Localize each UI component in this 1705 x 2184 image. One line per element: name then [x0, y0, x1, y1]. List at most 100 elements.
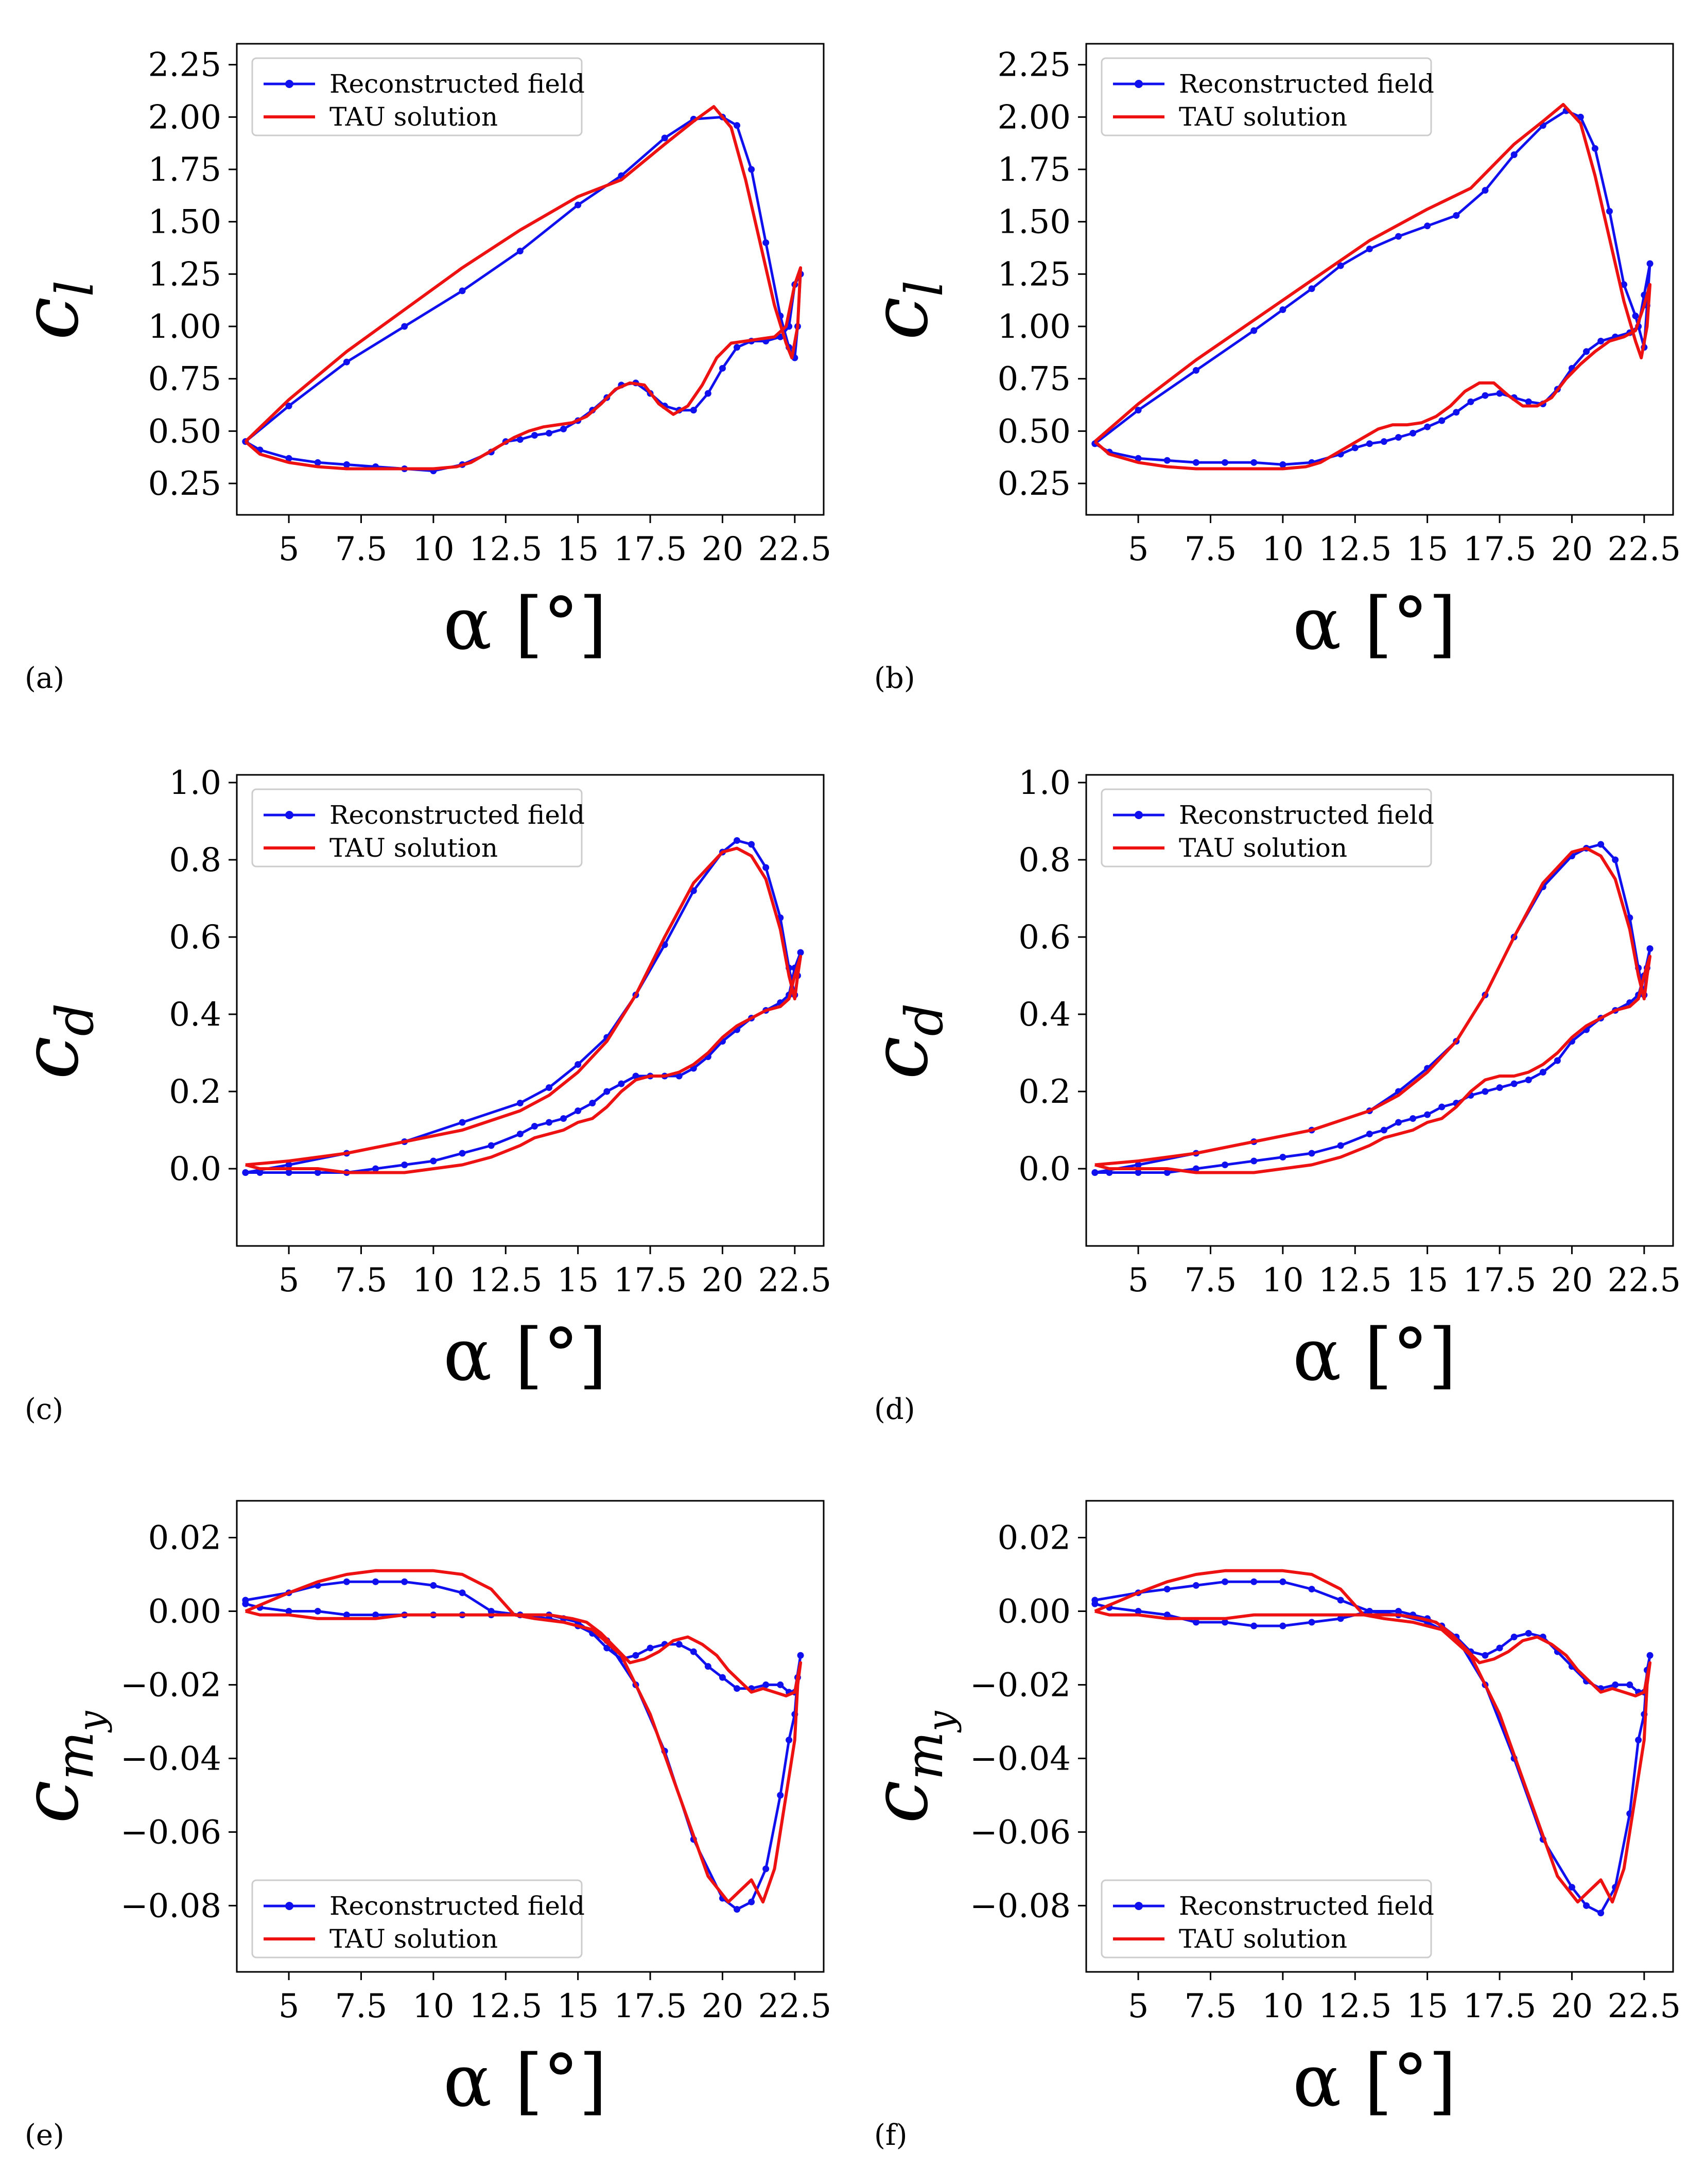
- data-point: [459, 1150, 466, 1157]
- data-point: [1279, 461, 1286, 468]
- x-tick-label: 10: [1262, 1987, 1303, 2025]
- x-tick-label: 12.5: [469, 1987, 543, 2025]
- legend-tau-label: TAU solution: [1179, 102, 1347, 132]
- data-point: [1635, 1737, 1642, 1744]
- data-point: [1424, 1111, 1431, 1118]
- data-point: [589, 1100, 596, 1106]
- y-tick-label: 0.0: [169, 1150, 221, 1188]
- data-point: [1568, 1884, 1575, 1891]
- legend-reconstructed-label: Reconstructed field: [1179, 1891, 1434, 1921]
- data-point: [1163, 1169, 1171, 1176]
- x-tick-label: 10: [412, 530, 454, 568]
- data-point: [704, 390, 711, 397]
- legend-reconstructed-marker: [1135, 811, 1143, 819]
- y-tick-label: 0.2: [169, 1073, 221, 1111]
- data-point: [1525, 1077, 1532, 1083]
- y-axis-label-main: c: [6, 297, 96, 340]
- x-axis-label: α [°]: [1293, 1313, 1456, 1397]
- x-tick-label: 7.5: [335, 530, 388, 568]
- y-tick-label: 1.25: [148, 255, 222, 293]
- data-point: [1583, 348, 1590, 355]
- legend-reconstructed-marker: [285, 811, 293, 819]
- legend-box: [251, 788, 583, 868]
- x-tick-label: 10: [412, 1261, 454, 1299]
- x-tick-label: 5: [1128, 1987, 1149, 2025]
- y-tick-label: 1.50: [998, 203, 1071, 241]
- data-point: [1135, 1162, 1142, 1168]
- y-axis-label: cd: [6, 1003, 105, 1079]
- panel-c: 5 7.5 10 12.5 15 17.5 20 22.5 0.0 0.2 0.4 0.6 0.8 1.0…: [0, 731, 844, 1457]
- x-tick-label: 20: [1551, 1261, 1593, 1299]
- data-point: [1106, 1169, 1113, 1176]
- x-tick-label: 5: [1128, 1261, 1149, 1299]
- y-axis-label-main: c: [856, 297, 945, 340]
- y-tick-label: −0.06: [970, 1813, 1071, 1851]
- x-axis-label: α [°]: [1293, 2039, 1456, 2123]
- y-tick-label: −0.02: [970, 1666, 1071, 1704]
- data-point: [1222, 459, 1229, 466]
- data-point: [516, 436, 524, 443]
- legend-reconstructed-marker: [1135, 80, 1143, 88]
- legend-tau-label: TAU solution: [329, 102, 498, 132]
- x-tick-label: 10: [1262, 530, 1303, 568]
- data-point: [777, 1792, 784, 1799]
- y-tick-label: −0.04: [120, 1740, 221, 1778]
- data-point: [1525, 1630, 1532, 1637]
- data-point: [1606, 207, 1613, 215]
- legend-box: [251, 57, 583, 136]
- data-point: [1308, 285, 1315, 292]
- data-point: [1337, 1597, 1344, 1604]
- x-tick-label: 5: [279, 1261, 300, 1299]
- data-point: [401, 1162, 408, 1168]
- x-tick-label: 22.5: [1608, 1261, 1681, 1299]
- data-point: [1496, 390, 1503, 397]
- legend-tau-label: TAU solution: [1179, 833, 1347, 863]
- data-point: [647, 1644, 654, 1652]
- chart-b: 5 7.5 10 12.5 15 17.5 20 22.5 0.25 0.50 0.75 1.00 1.…: [856, 43, 1681, 666]
- y-axis-label-main: c: [6, 1780, 96, 1824]
- x-tick-label: 7.5: [1185, 530, 1237, 568]
- data-point: [459, 1119, 466, 1126]
- y-tick-label: 0.4: [169, 996, 221, 1034]
- data-point: [690, 407, 697, 414]
- data-point: [762, 1865, 770, 1873]
- data-point: [1510, 1633, 1518, 1640]
- y-tick-label: 1.25: [998, 255, 1071, 293]
- y-tick-label: −0.08: [970, 1887, 1071, 1925]
- x-tick-label: 17.5: [614, 530, 687, 568]
- y-tick-label: 1.00: [148, 308, 222, 346]
- data-point: [1192, 367, 1199, 374]
- plot-frame: [236, 43, 825, 516]
- x-tick-label: 7.5: [335, 1261, 388, 1299]
- data-point: [797, 1652, 804, 1659]
- data-point: [242, 1169, 249, 1176]
- data-point: [1510, 1080, 1518, 1087]
- data-point: [762, 1681, 770, 1688]
- x-tick-label: 15: [1406, 1987, 1448, 2025]
- panel-label: (e): [25, 2119, 64, 2152]
- data-point: [1192, 1165, 1199, 1172]
- x-tick-label: 20: [1551, 1987, 1593, 2025]
- data-point: [1395, 1119, 1402, 1126]
- y-tick-label: 2.00: [148, 98, 222, 136]
- data-point: [1135, 1607, 1142, 1615]
- series-reconstructed-line: [245, 1580, 802, 1911]
- data-point: [618, 1080, 625, 1087]
- y-tick-label: 1.00: [998, 308, 1071, 346]
- data-point: [314, 459, 321, 466]
- panel-label: (a): [25, 662, 65, 695]
- data-point: [1279, 1578, 1286, 1585]
- data-point: [734, 1905, 741, 1913]
- x-tick-label: 17.5: [1463, 1987, 1537, 2025]
- panel-label: (d): [874, 1393, 915, 1426]
- y-tick-label: 0.8: [1018, 841, 1071, 879]
- chart-a: 5 7.5 10 12.5 15 17.5 20 22.5 0.25 0.50 0.75 1.00 1.…: [6, 43, 832, 666]
- data-point: [1308, 1150, 1315, 1157]
- x-tick-label: 22.5: [758, 530, 832, 568]
- data-point: [401, 1578, 408, 1585]
- data-point: [1250, 1622, 1258, 1630]
- data-point: [1337, 1142, 1344, 1149]
- y-tick-label: −0.02: [120, 1666, 221, 1704]
- data-point: [1135, 455, 1142, 462]
